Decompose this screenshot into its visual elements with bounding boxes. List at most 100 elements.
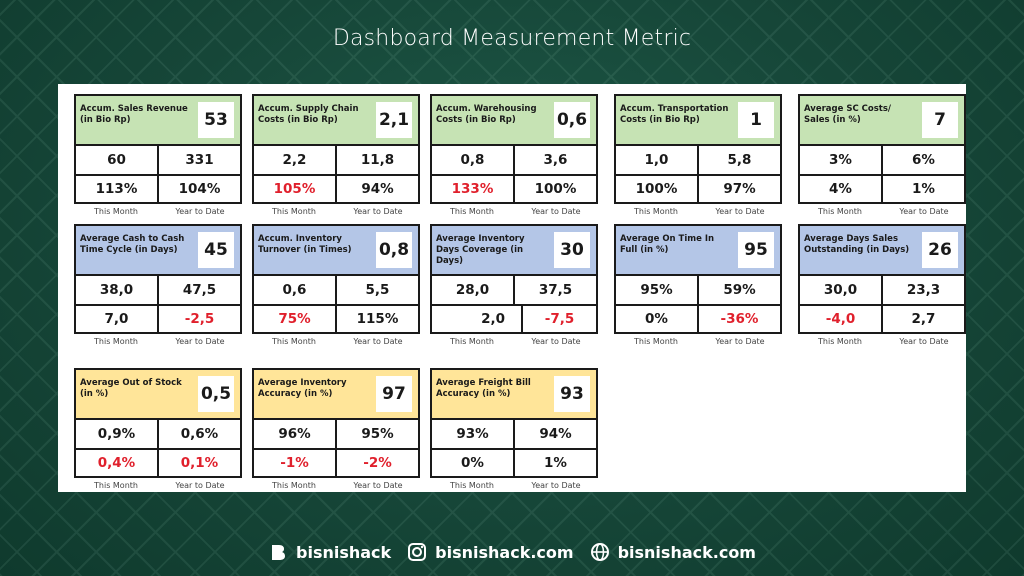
column-captions: This Month Year to Date [74, 207, 242, 216]
values-row: 93% 94% [430, 418, 598, 450]
values-row: 60 331 [74, 144, 242, 176]
column-captions: This Month Year to Date [798, 207, 966, 216]
year-to-date-change: -2% [335, 448, 420, 478]
this-month-value: 1,0 [614, 144, 699, 176]
column-captions: This Month Year to Date [430, 481, 598, 490]
percent-row: 75% 115% [252, 304, 420, 334]
this-month-value: 0,6 [252, 274, 337, 306]
card-header: Average Inventory Accuracy (in %) 97 [252, 368, 420, 420]
year-to-date-value: 3,6 [513, 144, 598, 176]
year-to-date-value: 59% [697, 274, 782, 306]
card-header: Average Out of Stock (in %) 0,5 [74, 368, 242, 420]
values-row: 96% 95% [252, 418, 420, 450]
this-month-value: 30,0 [798, 274, 883, 306]
metric-value: 30 [554, 232, 590, 268]
footer-instagram[interactable]: bisnishack.com [407, 542, 574, 562]
card-header: Accum. Transportation Costs (in Bio Rp) … [614, 94, 782, 146]
column-captions: This Month Year to Date [614, 337, 782, 346]
caption-year-to-date: Year to Date [353, 207, 403, 216]
caption-year-to-date: Year to Date [899, 207, 949, 216]
footer-brand[interactable]: bisnishack [268, 542, 391, 562]
caption-year-to-date: Year to Date [899, 337, 949, 346]
this-month-change: 7,0 [74, 304, 159, 334]
this-month-value: 60 [74, 144, 159, 176]
caption-year-to-date: Year to Date [531, 481, 581, 490]
metric-value: 0,5 [198, 376, 234, 412]
values-row: 2,2 11,8 [252, 144, 420, 176]
percent-row: 113% 104% [74, 174, 242, 204]
this-month-change: -4,0 [798, 304, 883, 334]
caption-this-month: This Month [450, 337, 494, 346]
card-header: Average On Time In Full (in %) 95 [614, 224, 782, 276]
caption-this-month: This Month [450, 207, 494, 216]
column-captions: This Month Year to Date [252, 207, 420, 216]
metric-value: 0,8 [376, 232, 412, 268]
this-month-value: 93% [430, 418, 515, 450]
metric-label: Accum. Transportation Costs (in Bio Rp) [620, 104, 729, 125]
caption-this-month: This Month [634, 207, 678, 216]
metric-label: Average Inventory Accuracy (in %) [258, 378, 347, 399]
this-month-value: 28,0 [430, 274, 515, 306]
metric-label: Average Freight Bill Accuracy (in %) [436, 378, 531, 399]
metric-label: Average Inventory Days Coverage (in Days… [436, 234, 525, 266]
caption-this-month: This Month [272, 207, 316, 216]
page-title: Dashboard Measurement Metric [332, 26, 692, 51]
this-month-change: 0% [430, 448, 515, 478]
this-month-change: 2,0 [430, 304, 523, 334]
kpi-card: Average Freight Bill Accuracy (in %) 93 … [430, 368, 598, 490]
metric-value: 7 [922, 102, 958, 138]
metric-value: 45 [198, 232, 234, 268]
this-month-value: 0,9% [74, 418, 159, 450]
kpi-card: Average Days Sales Outstanding (in Days)… [798, 224, 966, 346]
percent-row: 0,4% 0,1% [74, 448, 242, 478]
caption-this-month: This Month [94, 481, 138, 490]
caption-year-to-date: Year to Date [175, 481, 225, 490]
column-captions: This Month Year to Date [430, 207, 598, 216]
footer-website[interactable]: bisnishack.com [590, 542, 756, 562]
brand-logo-icon [268, 542, 288, 562]
year-to-date-change: 94% [335, 174, 420, 204]
year-to-date-change: -7,5 [521, 304, 598, 334]
percent-row: 7,0 -2,5 [74, 304, 242, 334]
kpi-card: Accum. Inventory Turnover (in Times) 0,8… [252, 224, 420, 346]
kpi-card: Average SC Costs/ Sales (in %) 7 3% 6% 4… [798, 94, 966, 216]
column-captions: This Month Year to Date [74, 481, 242, 490]
caption-this-month: This Month [818, 337, 862, 346]
caption-year-to-date: Year to Date [175, 337, 225, 346]
website-text: bisnishack.com [617, 542, 756, 562]
card-header: Accum. Inventory Turnover (in Times) 0,8 [252, 224, 420, 276]
card-header: Average Freight Bill Accuracy (in %) 93 [430, 368, 598, 420]
year-to-date-change: 0,1% [157, 448, 242, 478]
caption-this-month: This Month [272, 337, 316, 346]
values-row: 38,0 47,5 [74, 274, 242, 306]
year-to-date-change: 97% [697, 174, 782, 204]
card-header: Accum. Supply Chain Costs (in Bio Rp) 2,… [252, 94, 420, 146]
caption-year-to-date: Year to Date [531, 337, 581, 346]
caption-this-month: This Month [634, 337, 678, 346]
year-to-date-value: 0,6% [157, 418, 242, 450]
metric-label: Average Out of Stock (in %) [80, 378, 182, 399]
values-row: 28,0 37,5 [430, 274, 598, 306]
values-row: 0,8 3,6 [430, 144, 598, 176]
kpi-card: Accum. Supply Chain Costs (in Bio Rp) 2,… [252, 94, 420, 216]
caption-this-month: This Month [450, 481, 494, 490]
this-month-value: 0,8 [430, 144, 515, 176]
caption-year-to-date: Year to Date [715, 207, 765, 216]
year-to-date-value: 5,8 [697, 144, 782, 176]
caption-this-month: This Month [272, 481, 316, 490]
this-month-change: 113% [74, 174, 159, 204]
caption-year-to-date: Year to Date [531, 207, 581, 216]
year-to-date-change: 100% [513, 174, 598, 204]
year-to-date-value: 95% [335, 418, 420, 450]
year-to-date-value: 94% [513, 418, 598, 450]
year-to-date-value: 47,5 [157, 274, 242, 306]
year-to-date-value: 37,5 [513, 274, 598, 306]
this-month-change: 0,4% [74, 448, 159, 478]
metric-value: 97 [376, 376, 412, 412]
card-header: Average Cash to Cash Time Cycle (in Days… [74, 224, 242, 276]
metric-label: Accum. Inventory Turnover (in Times) [258, 234, 352, 255]
metric-label: Average Days Sales Outstanding (in Days) [804, 234, 910, 255]
year-to-date-value: 5,5 [335, 274, 420, 306]
column-captions: This Month Year to Date [74, 337, 242, 346]
year-to-date-value: 11,8 [335, 144, 420, 176]
